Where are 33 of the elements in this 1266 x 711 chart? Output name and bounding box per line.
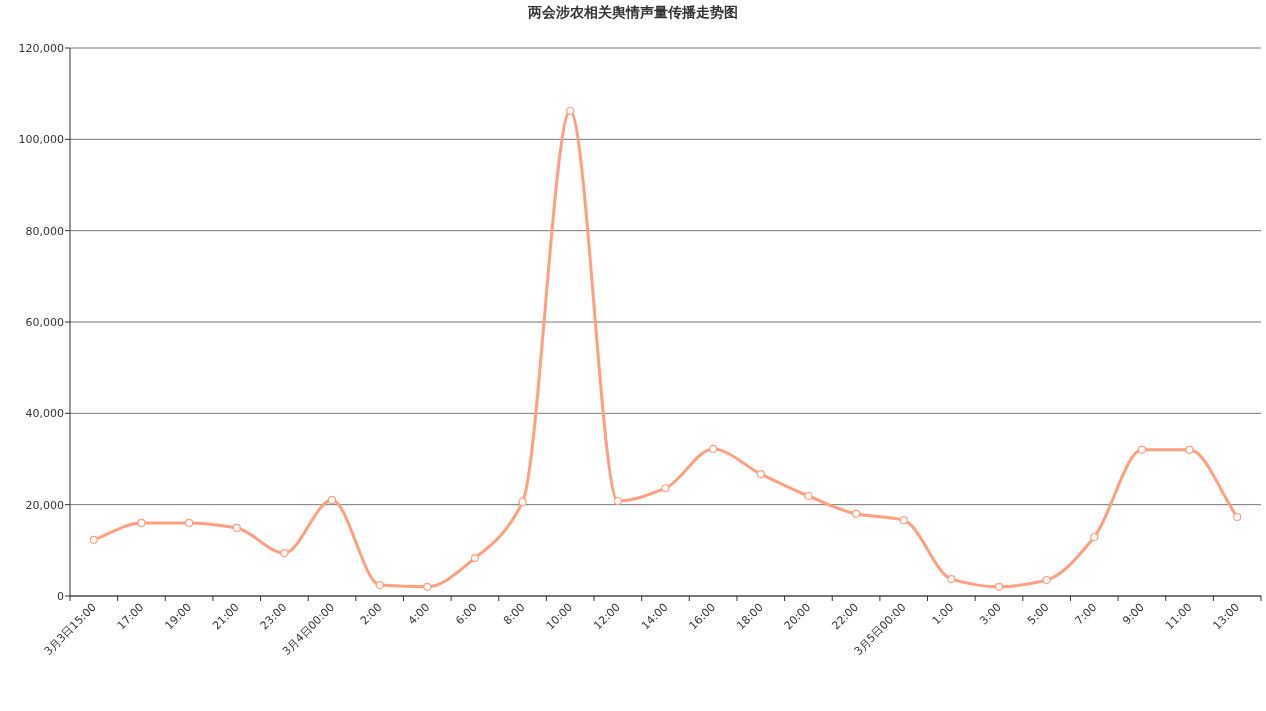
point bbox=[89, 535, 98, 544]
point bbox=[327, 496, 337, 505]
point bbox=[994, 582, 1004, 591]
point bbox=[137, 518, 146, 528]
point bbox=[1185, 445, 1194, 454]
y-tick-label: 120,000 bbox=[18, 42, 64, 55]
point bbox=[518, 497, 527, 507]
point bbox=[756, 469, 765, 479]
point bbox=[899, 516, 908, 525]
point bbox=[709, 444, 718, 454]
point bbox=[1042, 575, 1051, 585]
y-tick-label: 80,000 bbox=[25, 224, 64, 238]
point bbox=[1090, 532, 1099, 542]
y-tick-label: 40,000 bbox=[25, 407, 64, 421]
point bbox=[280, 548, 289, 558]
chart-title: 两会涉农相关舆情声量传播走势图 bbox=[527, 4, 738, 20]
point bbox=[185, 518, 194, 528]
y-tick-label: 60,000 bbox=[25, 316, 64, 329]
point bbox=[375, 580, 384, 590]
point bbox=[947, 575, 956, 584]
point bbox=[566, 106, 575, 116]
point bbox=[613, 496, 622, 506]
point bbox=[661, 484, 670, 493]
y-tick-label: 100,000 bbox=[18, 133, 64, 147]
point bbox=[804, 491, 813, 501]
point bbox=[470, 554, 480, 563]
point bbox=[1137, 445, 1146, 454]
point bbox=[423, 582, 432, 591]
y-tick-label: 0 bbox=[57, 590, 64, 603]
point bbox=[1233, 512, 1242, 522]
point bbox=[232, 523, 241, 533]
point bbox=[851, 509, 861, 518]
y-tick-label: 20,000 bbox=[25, 498, 64, 512]
